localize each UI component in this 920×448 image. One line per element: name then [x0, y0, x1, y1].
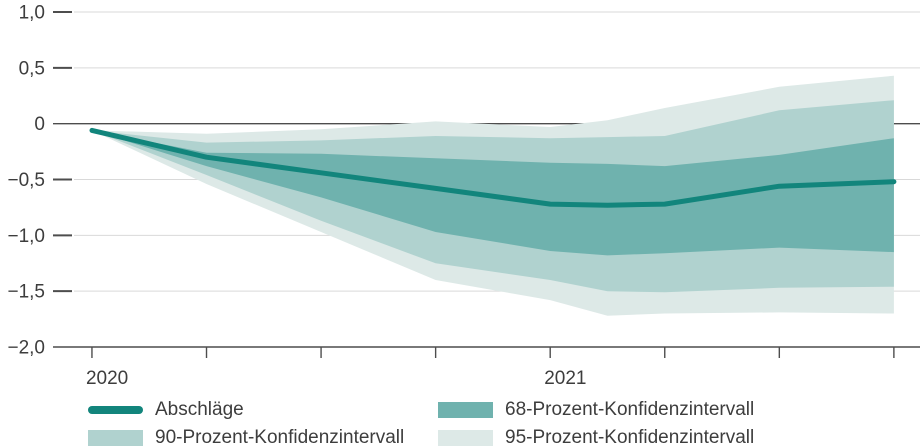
- y-axis-label: −1,0: [7, 226, 45, 247]
- legend-item-abschlaege: Abschläge: [88, 398, 404, 422]
- y-axis-label: 0,5: [19, 58, 45, 79]
- y-axis-label: −0,5: [7, 170, 45, 191]
- legend-label-95-prozent: 95-Prozent-Konfidenzintervall: [505, 427, 755, 448]
- band-90-swatch: [88, 430, 143, 446]
- legend-label-90-prozent: 90-Prozent-Konfidenzintervall: [155, 427, 405, 448]
- y-axis-label: 1,0: [19, 3, 45, 24]
- band-95-swatch: [438, 430, 493, 446]
- y-axis-label: −2,0: [7, 338, 45, 359]
- band-68-swatch: [438, 402, 493, 418]
- band-68: [92, 130, 894, 256]
- legend-item-95-prozent: 95-Prozent-Konfidenzintervall: [438, 426, 754, 448]
- abschlaege-line-swatch: [88, 406, 143, 414]
- x-axis-label: 2021: [544, 368, 586, 389]
- legend-column-left: Abschläge 90-Prozent-Konfidenzintervall: [88, 398, 404, 448]
- y-axis-label: 0: [34, 114, 45, 135]
- legend-column-right: 68-Prozent-Konfidenzintervall 95-Prozent…: [438, 398, 754, 448]
- axis-labels: 1,0 0,5 0 −0,5 −1,0 −1,5 −2,0 2020 2021: [7, 3, 586, 390]
- chart-legend: Abschläge 90-Prozent-Konfidenzintervall …: [0, 398, 920, 448]
- y-axis-label: −1,5: [7, 282, 45, 303]
- legend-label-abschlaege: Abschläge: [155, 399, 244, 420]
- abschlaege-line: [89, 127, 897, 208]
- legend-item-68-prozent: 68-Prozent-Konfidenzintervall: [438, 398, 754, 422]
- legend-item-90-prozent: 90-Prozent-Konfidenzintervall: [88, 426, 404, 448]
- legend-label-68-prozent: 68-Prozent-Konfidenzintervall: [505, 399, 755, 420]
- x-axis-label: 2020: [86, 368, 128, 389]
